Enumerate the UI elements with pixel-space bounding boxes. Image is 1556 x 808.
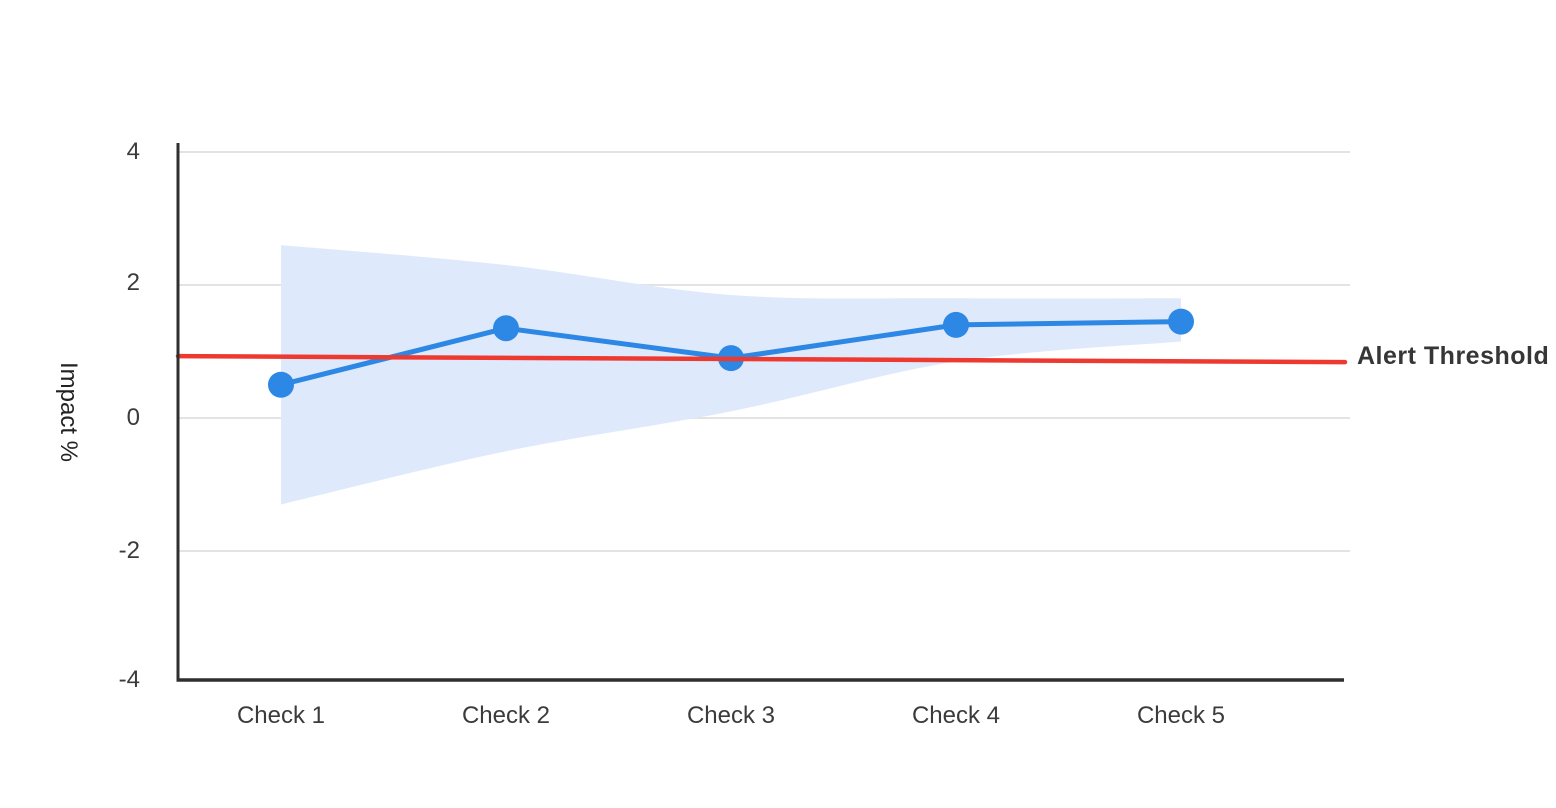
axis-spines bbox=[176, 143, 1344, 682]
threshold-label: Alert Threshold bbox=[1357, 342, 1550, 370]
xtick-label-check2: Check 2 bbox=[461, 702, 551, 729]
confidence-band bbox=[281, 245, 1181, 505]
data-point-check-5 bbox=[1168, 308, 1194, 335]
y-axis-title: Impact % bbox=[55, 361, 82, 463]
confidence-band-area bbox=[281, 245, 1181, 505]
ytick-label-0: 0 bbox=[126, 404, 140, 431]
ytick-label-neg4: -4 bbox=[118, 666, 140, 693]
threshold-line bbox=[175, 353, 1348, 365]
ytick-label-neg2: -2 bbox=[118, 537, 140, 564]
xtick-label-check5: Check 5 bbox=[1136, 702, 1226, 729]
ytick-label-4: 4 bbox=[126, 138, 140, 165]
data-point-check-4 bbox=[943, 311, 969, 338]
xtick-label-check4: Check 4 bbox=[911, 702, 1001, 729]
data-point-check-2 bbox=[493, 315, 519, 342]
ytick-label-2: 2 bbox=[126, 269, 140, 296]
xtick-label-check1: Check 1 bbox=[236, 702, 326, 729]
alert-threshold-line bbox=[175, 353, 1348, 365]
data-point-check-1 bbox=[268, 371, 294, 398]
xtick-label-check3: Check 3 bbox=[686, 702, 776, 729]
